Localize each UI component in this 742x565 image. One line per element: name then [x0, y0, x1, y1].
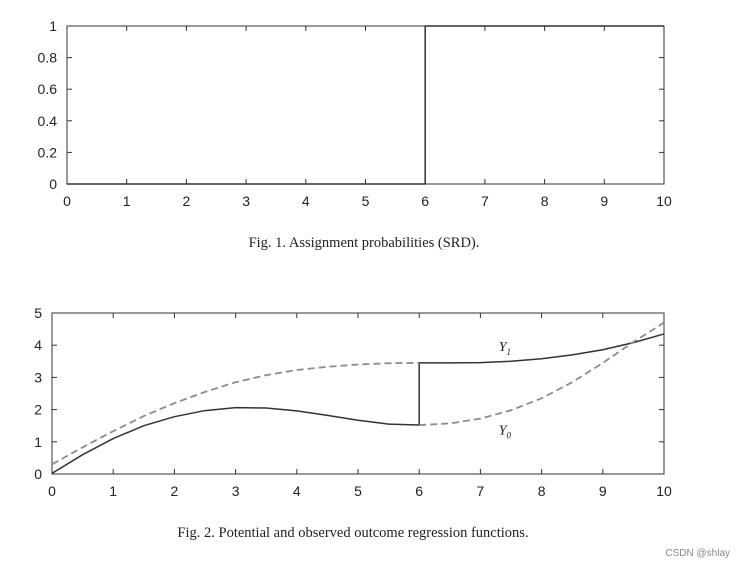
x-tick-label: 10	[656, 483, 672, 499]
x-tick-label: 1	[123, 193, 131, 209]
y-tick-label: 5	[34, 305, 42, 321]
x-tick-label: 3	[242, 193, 250, 209]
x-tick-label: 0	[48, 483, 56, 499]
y-tick-label: 4	[34, 337, 42, 353]
x-tick-label: 0	[63, 193, 71, 209]
x-tick-label: 2	[171, 483, 179, 499]
x-tick-label: 7	[477, 483, 485, 499]
fig1-caption: Fig. 1. Assignment probabilities (SRD).	[249, 235, 480, 251]
series-line-2	[419, 321, 665, 426]
y-tick-label: 0.4	[38, 113, 58, 129]
x-tick-label: 6	[415, 483, 423, 499]
x-tick-label: 9	[599, 483, 607, 499]
plot-frame	[66, 25, 665, 185]
watermark: CSDN @shlay	[665, 548, 730, 559]
outcome-regression-chart: 0 1 2 3 4 5 6 7 8 9 10 0 1 2 3 4 5 Y1 Y0	[34, 305, 672, 499]
x-tick-label: 9	[600, 193, 608, 209]
x-tick-label: 10	[656, 193, 672, 209]
y-tick-label: 0	[49, 176, 57, 192]
y-tick-label: 0	[34, 466, 42, 482]
x-tick-label: 5	[362, 193, 370, 209]
x-tick-label: 3	[232, 483, 240, 499]
assignment-probability-chart: 0 1 2 3 4 5 6 7 8 9 10 0 0.2 0.4 0.6 0.8 1	[38, 18, 672, 209]
y-tick-label: 1	[34, 434, 42, 450]
y-tick-label: 0.2	[38, 144, 58, 160]
y-tick-label: 1	[49, 18, 57, 34]
x-tick-label: 5	[354, 483, 362, 499]
x-tick-label: 7	[481, 193, 489, 209]
y-tick-label: 0.8	[38, 50, 58, 66]
x-tick-label: 2	[183, 193, 191, 209]
y-tick-label: 0.6	[38, 81, 58, 97]
series-line-1	[51, 362, 420, 466]
x-tick-label: 6	[421, 193, 429, 209]
series-line-0	[67, 25, 664, 185]
series-line-0	[51, 333, 665, 475]
curve-label-0: Y1	[499, 340, 511, 357]
fig2-caption: Fig. 2. Potential and observed outcome r…	[177, 525, 528, 541]
y-tick-label: 2	[34, 402, 42, 418]
curve-label-1: Y0	[499, 424, 512, 441]
plot-frame	[51, 312, 665, 475]
x-tick-label: 1	[109, 483, 117, 499]
x-tick-label: 8	[538, 483, 546, 499]
x-tick-label: 4	[293, 483, 301, 499]
x-tick-label: 8	[541, 193, 549, 209]
y-tick-label: 3	[34, 369, 42, 385]
x-tick-label: 4	[302, 193, 310, 209]
